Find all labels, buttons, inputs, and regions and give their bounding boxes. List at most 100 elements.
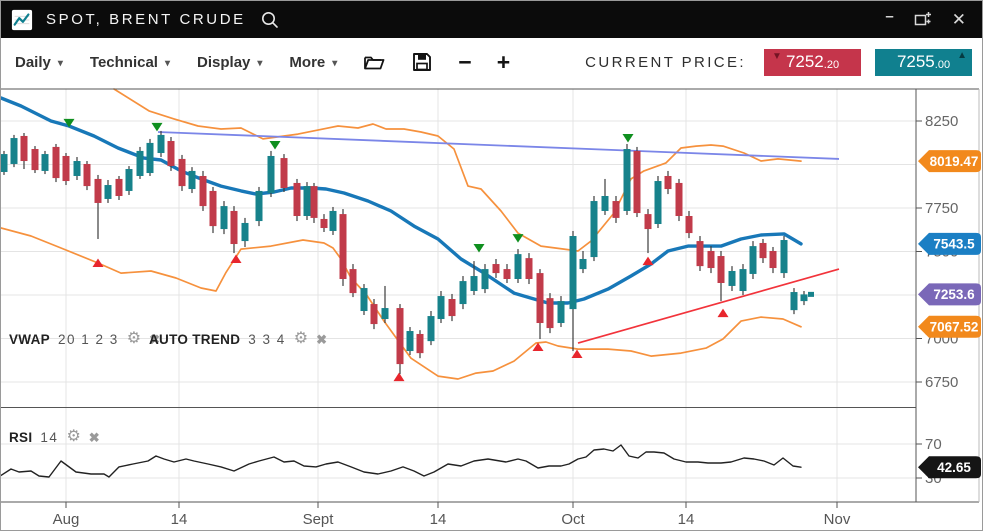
rsi-value-badge-value: 42.65 (937, 460, 971, 475)
vwap-indicator-name: VWAP (9, 331, 50, 347)
auto-trend-indicator-name: AUTO TREND (149, 331, 241, 347)
candle-body (644, 214, 652, 230)
candle-body (62, 155, 70, 182)
candle-body (503, 269, 511, 279)
ask-price-decimals: .00 (934, 58, 951, 71)
rsi-remove-icon[interactable]: ✖ (88, 429, 100, 445)
candle-body (790, 292, 798, 311)
candle-body (633, 150, 641, 214)
rsi-indicator-params: 14 (40, 429, 59, 445)
technical-dropdown[interactable]: Technical ▾ (90, 54, 170, 71)
current-price-area: CURRENT PRICE: ▼ 7252 .20 7255 .00 ▲ (585, 48, 972, 76)
candle-body (654, 181, 662, 225)
search-icon[interactable] (260, 10, 280, 30)
more-dropdown[interactable]: More ▾ (289, 54, 337, 71)
candle-body (339, 214, 347, 279)
candle-body (280, 158, 288, 188)
save-icon[interactable] (411, 51, 433, 73)
candle-body (310, 186, 318, 218)
open-folder-icon[interactable] (362, 51, 386, 73)
time-axis-label: 14 (678, 511, 695, 528)
candle-body (780, 240, 788, 274)
candle-body (427, 316, 435, 342)
chevron-down-icon: ▾ (257, 57, 263, 69)
timeframe-dropdown-label: Daily (15, 53, 51, 71)
candle-body (685, 216, 693, 234)
downtrend-line[interactable] (157, 131, 840, 160)
candle-body (416, 333, 424, 354)
candle-body (759, 242, 767, 259)
candle-body (406, 331, 414, 352)
minimize-button[interactable]: – (885, 8, 894, 25)
bid-price-badge: ▼ 7252 .20 (764, 48, 861, 76)
candle-body (303, 186, 311, 217)
more-dropdown-label: More (289, 53, 326, 71)
window-title: SPOT, BRENT CRUDE (46, 11, 246, 28)
candle-body (241, 222, 249, 242)
close-window-button[interactable]: ✕ (951, 10, 966, 29)
candle-body (437, 296, 445, 320)
buy-signal-marker (393, 372, 405, 382)
rsi-axis-label: 70 (925, 436, 942, 453)
zoom-out-button[interactable]: − (458, 48, 472, 75)
candle-body (20, 135, 28, 162)
uptrend-line[interactable] (577, 268, 840, 344)
candle-body (579, 258, 587, 270)
timeframe-dropdown[interactable]: Daily ▾ (15, 54, 63, 71)
candle-body (220, 206, 228, 230)
price-axis-label: 8250 (925, 113, 958, 130)
vwap-remove-icon[interactable]: ✖ (149, 331, 161, 347)
candle-body (664, 175, 672, 190)
rsi-settings-gear-icon[interactable]: ⚙ (66, 428, 81, 445)
sell-signal-marker (63, 118, 75, 128)
candlestick-chart-canvas[interactable]: 825077507500700067507030Aug14Sept14Oct14… (1, 86, 983, 531)
candle-body (707, 250, 715, 269)
candle-body (525, 258, 533, 279)
candle-body (396, 308, 404, 365)
candle-body (199, 175, 207, 207)
candle-body (10, 138, 18, 164)
sell-signal-marker (151, 122, 163, 132)
candle-body (557, 301, 565, 324)
bid-price-decimals: .20 (823, 58, 840, 71)
candle-body (188, 170, 196, 190)
candle-body (178, 158, 186, 187)
time-axis-label: Nov (824, 511, 851, 528)
candle-body (104, 185, 112, 199)
chevron-down-icon: ▾ (332, 57, 338, 69)
axis-price-badge (918, 283, 981, 306)
auto-trend-indicator-params: 3 3 4 (248, 331, 286, 347)
candle-body (601, 195, 609, 211)
candle-body (83, 163, 91, 187)
candle-body (1, 154, 8, 172)
buy-signal-marker (717, 308, 729, 318)
axis-price-badge-value: 8019.47 (930, 154, 979, 169)
last-price-tick (808, 291, 814, 297)
popout-window-button[interactable] (914, 11, 932, 28)
buy-signal-marker (230, 254, 242, 263)
buy-signal-marker (92, 258, 104, 267)
candle-body (459, 281, 467, 305)
ask-price-value: 7255 (896, 52, 935, 71)
candle-body (769, 250, 777, 269)
bollinger-lower-band (1, 227, 802, 380)
display-dropdown[interactable]: Display ▾ (197, 54, 262, 71)
candle-body (481, 269, 489, 290)
candle-body (370, 304, 378, 325)
candle-body (546, 298, 554, 329)
candle-body (41, 154, 49, 171)
candle-body (492, 264, 500, 274)
bollinger-upper-band (113, 88, 802, 252)
candle-body (209, 190, 217, 227)
candle-body (136, 150, 144, 176)
candle-body (749, 246, 757, 274)
candle-body (612, 201, 620, 218)
candle-body (167, 141, 175, 167)
candle-body (728, 270, 736, 286)
candle-body (536, 273, 544, 324)
zoom-in-button[interactable]: + (496, 48, 511, 75)
vwap-settings-gear-icon[interactable]: ⚙ (126, 330, 142, 347)
auto-trend-settings-gear-icon[interactable]: ⚙ (293, 330, 309, 347)
time-axis-label: Sept (303, 511, 335, 528)
auto-trend-remove-icon[interactable]: ✖ (316, 331, 328, 347)
